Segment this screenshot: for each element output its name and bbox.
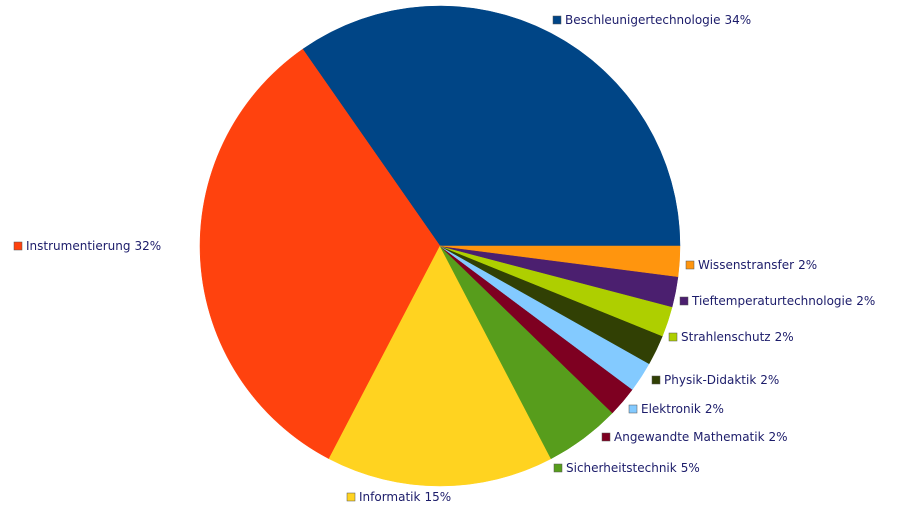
legend-swatch — [668, 332, 678, 342]
category-name: Angewandte Mathematik — [614, 430, 765, 444]
legend-swatch — [601, 432, 611, 442]
slice-label: Angewandte Mathematik 2% — [614, 430, 788, 444]
value-label: 2% — [705, 402, 724, 416]
category-name: Tieftemperaturtechnologie — [691, 294, 852, 308]
category-name: Elektronik — [641, 402, 701, 416]
category-name: Sicherheitstechnik — [566, 461, 677, 475]
category-name: Beschleunigertechnologie — [565, 13, 721, 27]
slice-label: Wissenstransfer 2% — [698, 258, 817, 272]
slice-label: Strahlenschutz 2% — [681, 330, 794, 344]
pie-slice — [439, 245, 681, 277]
category-name: Instrumentierung — [26, 239, 131, 253]
value-label: 2% — [775, 330, 794, 344]
legend-swatch — [553, 463, 563, 473]
value-label: 5% — [681, 461, 700, 475]
legend-swatch — [651, 375, 661, 385]
slice-label: Physik-Didaktik 2% — [664, 373, 779, 387]
pie-slice — [328, 245, 552, 487]
value-label: 32% — [135, 239, 162, 253]
slice-label: Elektronik 2% — [641, 402, 724, 416]
value-label: 2% — [769, 430, 788, 444]
value-label: 2% — [856, 294, 875, 308]
category-name: Wissenstransfer — [698, 258, 794, 272]
value-label: 2% — [760, 373, 779, 387]
slice-label: Beschleunigertechnologie 34% — [565, 13, 751, 27]
value-label: 34% — [725, 13, 752, 27]
pie-slice — [302, 5, 681, 247]
value-label: 15% — [424, 490, 451, 504]
legend-swatch — [346, 492, 356, 502]
value-label: 2% — [798, 258, 817, 272]
category-name: Physik-Didaktik — [664, 373, 756, 387]
slice-label: Tieftemperaturtechnologie 2% — [691, 294, 875, 308]
legend-swatch — [685, 260, 695, 270]
legend-swatch — [13, 241, 23, 251]
category-name: Strahlenschutz — [681, 330, 771, 344]
slice-label: Informatik 15% — [359, 490, 451, 504]
legend-swatch — [628, 404, 638, 414]
pie-slice — [199, 48, 441, 460]
category-name: Informatik — [359, 490, 421, 504]
slice-label: Instrumentierung 32% — [26, 239, 161, 253]
legend-swatch — [552, 15, 562, 25]
slice-label: Sicherheitstechnik 5% — [566, 461, 700, 475]
legend-swatch — [679, 296, 689, 306]
